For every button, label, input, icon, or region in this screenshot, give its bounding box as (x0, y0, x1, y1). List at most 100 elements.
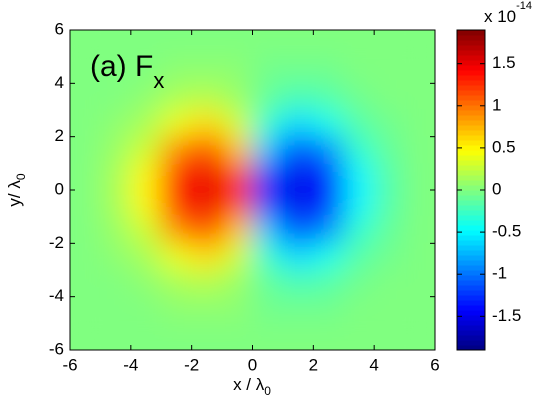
multiplier: x 10 (484, 7, 516, 26)
heat-cell (312, 56, 345, 84)
x-label-text: x / λ (233, 375, 265, 394)
colorbar-step (457, 195, 485, 201)
colorbar-step (457, 135, 485, 141)
heat-cell (252, 322, 284, 350)
heat-cell (282, 322, 314, 350)
heat-cell (70, 82, 101, 111)
heat-cell (252, 162, 284, 191)
heat-cell (373, 216, 406, 244)
heat-cell (70, 269, 101, 298)
colorbar-step (457, 305, 485, 311)
colorbar-step (457, 75, 485, 81)
colorbar-step (457, 345, 485, 351)
heat-cell (191, 189, 223, 218)
heat-cell (312, 189, 345, 218)
heat-cell (343, 296, 375, 324)
colorbar-step (457, 90, 485, 96)
heat-cell (130, 216, 162, 244)
heat-cell (373, 30, 406, 58)
colorbar-step (457, 85, 485, 91)
heat-cell (221, 296, 253, 324)
heat-cell (282, 162, 314, 191)
colorbar-step (457, 235, 485, 241)
colorbar-tick-label: -1 (492, 264, 507, 283)
heat-cell (99, 216, 132, 244)
heat-cell (191, 136, 223, 164)
colorbar (457, 30, 485, 351)
heat-cell (252, 82, 284, 111)
colorbar-step (457, 35, 485, 41)
heat-cell (282, 30, 314, 58)
colorbar-step (457, 40, 485, 46)
colorbar-tick-label: 0 (492, 179, 501, 198)
colorbar-step (457, 255, 485, 261)
colorbar-tick-label: 1.5 (492, 53, 516, 72)
heat-cell (221, 109, 253, 138)
heat-cell (343, 322, 375, 350)
title: (a) F (90, 50, 153, 83)
heat-cell (343, 189, 375, 218)
heat-cell (191, 242, 223, 271)
heat-cell (312, 162, 345, 191)
heat-cell (70, 56, 101, 84)
heat-cell (130, 296, 162, 324)
heat-cell (252, 189, 284, 218)
heat-cell (282, 82, 314, 111)
colorbar-step (457, 215, 485, 221)
colorbar-step (457, 50, 485, 56)
heat-cell (343, 109, 375, 138)
heat-cell (343, 136, 375, 164)
colorbar-step (457, 190, 485, 196)
heat-cell (160, 189, 193, 218)
y-label-sub: 0 (14, 173, 28, 180)
heat-cell (70, 189, 101, 218)
x-tick-label: -6 (62, 355, 77, 374)
heat-cell (221, 189, 253, 218)
heat-cell (160, 216, 193, 244)
x-tick-label: -4 (123, 355, 138, 374)
colorbar-step (457, 250, 485, 256)
heat-cell (70, 162, 101, 191)
heat-cell (312, 136, 345, 164)
heat-cell (373, 296, 406, 324)
heat-cell (373, 136, 406, 164)
colorbar-step (457, 185, 485, 191)
heat-cell (282, 242, 314, 271)
colorbar-step (457, 70, 485, 76)
colorbar-step (457, 265, 485, 271)
heat-cell (312, 82, 345, 111)
heat-cell (404, 269, 435, 298)
heat-cell (404, 136, 435, 164)
heat-cell (373, 162, 406, 191)
colorbar-step (457, 290, 485, 296)
heat-cell (221, 82, 253, 111)
colorbar-step (457, 205, 485, 211)
colorbar-step (457, 45, 485, 51)
heat-cell (282, 189, 314, 218)
heat-cell (160, 109, 193, 138)
heat-cell (191, 216, 223, 244)
heat-cell (282, 216, 314, 244)
heat-cell (343, 162, 375, 191)
heat-cell (282, 56, 314, 84)
heat-cells (70, 30, 435, 350)
heat-cell (130, 269, 162, 298)
colorbar-step (457, 165, 485, 171)
heat-cell (343, 56, 375, 84)
colorbar-step (457, 280, 485, 286)
heat-cell (130, 136, 162, 164)
heat-cell (130, 30, 162, 58)
colorbar-step (457, 140, 485, 146)
heat-cell (221, 216, 253, 244)
heat-cell (99, 322, 132, 350)
panel-title: (a) Fx (90, 50, 164, 93)
colorbar-step (457, 80, 485, 86)
heat-cell (160, 322, 193, 350)
heat-cell (191, 56, 223, 84)
heat-cell (99, 136, 132, 164)
heat-cell (252, 269, 284, 298)
heat-cell (191, 30, 223, 58)
colorbar-step (457, 225, 485, 231)
y-tick-label: -6 (49, 339, 64, 358)
heat-cell (191, 162, 223, 191)
